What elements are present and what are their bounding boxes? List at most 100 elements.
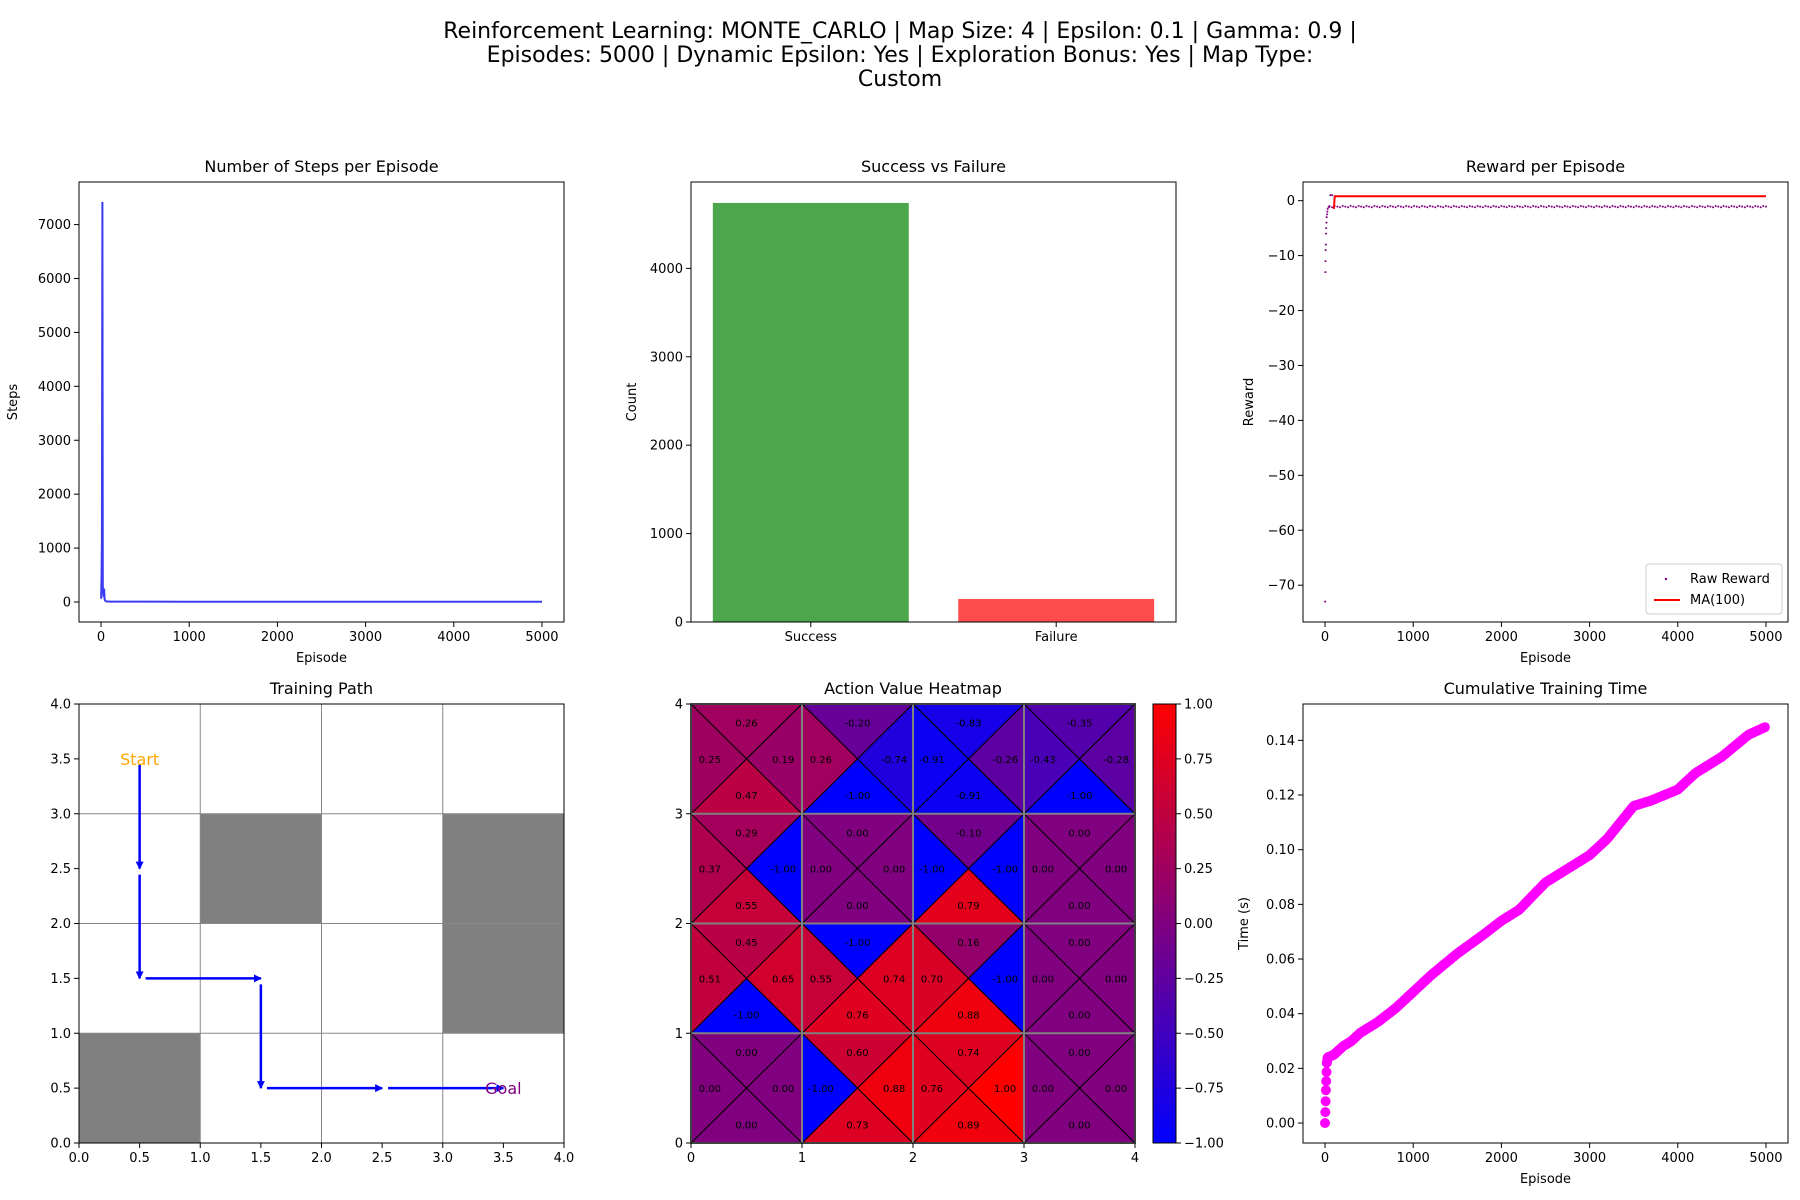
path-ytick-label: 3.0 [50,807,71,822]
action-value-label: 0.00 [1032,974,1054,985]
path-xtick-label: 3.5 [493,1151,514,1166]
success-ytick-label: 3000 [650,350,683,365]
path-ytick-label: 0.0 [50,1137,71,1152]
path-chart: Start Goal 0.0 0.5 1.0 1.5 2.0 2.5 3.0 3.5 4.0 0.0 0… [50,679,574,1166]
raw-reward-point [1518,205,1521,208]
raw-reward-point [1513,206,1516,209]
time-point [1320,1118,1330,1128]
colorbar-tick-label: −1.00 [1184,1137,1224,1152]
reward-title: Reward per Episode [1466,157,1625,176]
success-ytick-label: 1000 [650,527,683,542]
raw-reward-point [1339,206,1341,209]
raw-reward-point [1735,206,1738,209]
figure-title-line-2: Episodes: 5000 | Dynamic Epsilon: Yes | … [486,43,1314,69]
raw-reward-point [1429,205,1431,207]
success-ylabel: Count [625,383,640,422]
path-xtick-label: 0.5 [129,1151,150,1166]
raw-reward-point [1762,205,1765,207]
action-value-label: -1.00 [1067,791,1093,802]
raw-reward-point [1436,205,1439,207]
steps-ytick-label: 6000 [38,272,71,287]
raw-reward-point [1381,205,1384,207]
raw-reward-point [1370,206,1373,209]
path-title: Training Path [269,679,373,698]
raw-reward-point [1458,206,1461,209]
reward-xtick-label: 1000 [1397,630,1430,645]
raw-reward-point [1725,205,1728,208]
steps-xtick-label: 5000 [525,630,558,645]
raw-reward-point [1587,205,1590,207]
steps-xtick-label: 3000 [349,630,382,645]
action-value-label: -0.74 [881,755,907,766]
raw-reward-point [1423,205,1426,208]
steps-chart: 0 1000 2000 3000 4000 5000 0 1000 2000 3000 4000 50… [6,157,565,666]
raw-reward-point [1402,206,1405,209]
action-value-label: 0.74 [883,974,905,985]
raw-reward-point [1328,205,1331,208]
raw-reward-point [1606,205,1609,208]
raw-reward-point [1418,206,1421,209]
raw-reward-point [1619,205,1622,207]
action-value-label: 0.65 [772,974,794,985]
raw-reward-point [1611,205,1614,207]
raw-reward-point [1685,205,1688,208]
raw-reward-point [1558,205,1561,208]
reward-ytick-label: −30 [1268,359,1295,374]
action-value-label: 1.00 [994,1084,1016,1095]
success-title: Success vs Failure [861,157,1006,176]
action-value-label: 0.00 [699,1084,721,1095]
raw-reward-point [1471,205,1474,208]
raw-reward-point [1741,205,1744,208]
raw-reward-point [1324,243,1327,246]
raw-reward-point [1720,206,1722,209]
action-value-label: -1.00 [992,974,1018,985]
colorbar-tick-label: −0.75 [1184,1082,1224,1097]
raw-reward-point [1479,205,1482,208]
raw-reward-point [1468,205,1471,207]
time-ytick-label: 0.00 [1266,1117,1295,1132]
raw-reward-point [1508,205,1511,207]
action-value-label: 0.76 [921,1084,943,1095]
wall-cell [200,813,322,924]
raw-reward-point [1511,205,1513,208]
legend-raw-marker [1664,577,1668,581]
bar-success [712,202,909,622]
action-value-label: 0.26 [810,755,832,766]
raw-reward-point [1598,205,1601,208]
raw-reward-point [1675,205,1677,207]
raw-reward-point [1672,206,1675,209]
time-ytick-label: 0.08 [1266,898,1295,913]
reward-ytick-label: −40 [1268,414,1295,429]
raw-reward-point [1434,206,1437,209]
success-ytick-label: 2000 [650,439,683,454]
reward-ytick-label: 0 [1287,194,1295,209]
raw-reward-point [1516,205,1519,207]
legend-raw-label: Raw Reward [1690,572,1770,587]
goal-label: Goal [485,1079,521,1098]
action-value-label: -1.00 [992,865,1018,876]
raw-reward-point [1574,205,1577,208]
action-value-label: 0.00 [1068,1048,1090,1059]
path-ytick-label: 1.0 [50,1027,71,1042]
raw-reward-point [1757,205,1759,208]
colorbar-tick-label: −0.25 [1184,972,1224,987]
reward-ytick-label: −50 [1268,469,1295,484]
action-value-label: -1.00 [734,1011,760,1022]
heatmap-ytick-label: 0 [675,1137,683,1152]
raw-reward-point [1484,205,1487,207]
reward-xtick-label: 5000 [1749,630,1782,645]
raw-reward-point [1600,206,1603,209]
raw-reward-point [1579,205,1582,207]
raw-reward-point [1569,206,1572,209]
raw-reward-point [1698,205,1701,207]
raw-reward-point [1394,206,1397,209]
time-ytick-label: 0.12 [1266,789,1295,804]
raw-reward-point [1325,221,1328,224]
action-value-label: -1.00 [770,865,796,876]
raw-reward-point [1542,205,1545,208]
reward-ylabel: Reward [1242,378,1257,426]
raw-reward-point [1407,205,1410,208]
action-value-label: -0.83 [956,719,982,730]
heatmap-ytick-label: 1 [675,1027,683,1042]
raw-reward-point [1487,205,1490,208]
